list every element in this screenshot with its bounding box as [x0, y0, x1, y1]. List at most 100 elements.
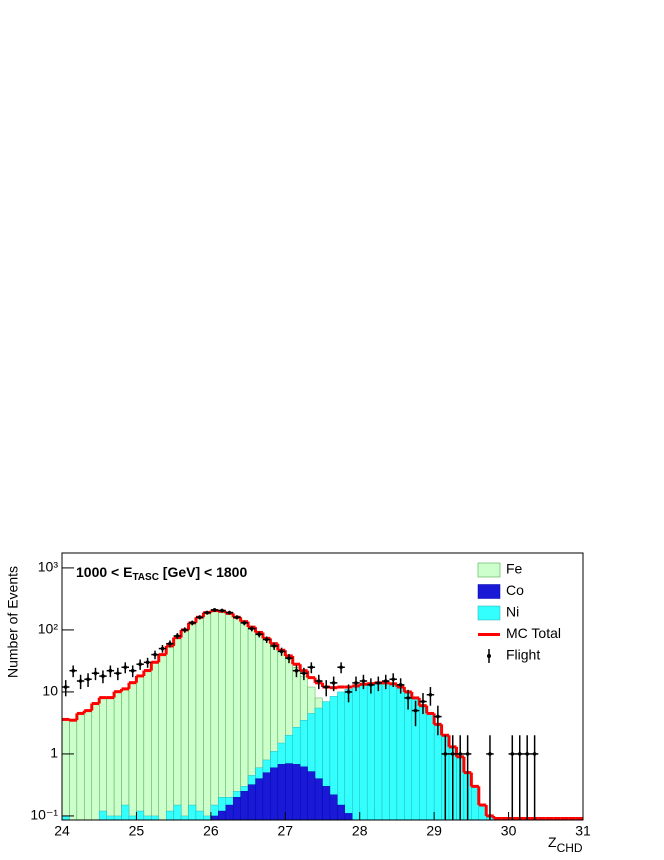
y-axis-label: Number of Events — [5, 566, 21, 678]
hist-bin — [255, 778, 264, 820]
hist-bin — [277, 764, 286, 820]
data-point — [331, 681, 336, 685]
hist-bin — [76, 713, 85, 820]
hist-bin — [165, 810, 174, 820]
hist-bin — [173, 804, 182, 820]
hist-bin — [374, 682, 383, 820]
data-point — [63, 685, 68, 689]
hist-bin — [136, 810, 145, 820]
hist-bin — [225, 804, 234, 820]
hist-bin — [307, 771, 316, 820]
hist-bin — [426, 713, 435, 820]
x-tick-label: 25 — [129, 823, 145, 839]
hist-bin — [151, 815, 159, 820]
annotation-part: 1000 < E — [76, 564, 132, 580]
annotation-sub: TASC — [132, 572, 158, 583]
hist-bin — [121, 804, 130, 820]
data-point — [525, 752, 529, 756]
data-point — [264, 637, 269, 642]
hist-bin — [165, 645, 174, 820]
data-point — [160, 646, 165, 651]
legend-swatch — [487, 654, 491, 658]
data-point — [249, 626, 254, 631]
hist-bin — [136, 675, 145, 820]
hist-bin — [419, 705, 427, 820]
hist-bin — [128, 682, 137, 820]
hist-bin — [121, 689, 130, 820]
annotation: 1000 < ETASC [GeV] < 1800 — [76, 564, 247, 583]
hist-bin — [106, 815, 115, 820]
x-tick-label: 28 — [352, 823, 368, 839]
data-point — [190, 621, 195, 625]
hist-bin — [218, 810, 226, 820]
hist-bin — [314, 778, 323, 820]
hist-bin — [84, 710, 92, 820]
hist-bin — [344, 813, 353, 820]
data-point — [309, 665, 314, 670]
hist-bin — [218, 611, 226, 820]
data-point — [383, 679, 388, 683]
x-tick-label: 27 — [277, 823, 293, 839]
hist-bin — [151, 662, 159, 820]
hist-bin — [128, 815, 137, 820]
data-point — [78, 679, 83, 683]
y-tick-label: 10⁻¹ — [30, 807, 58, 823]
data-point — [398, 683, 403, 687]
y-tick-label: 1 — [50, 745, 58, 761]
data-point — [517, 752, 522, 756]
data-point — [101, 674, 105, 678]
data-point — [242, 621, 247, 625]
data-point — [86, 677, 90, 682]
legend-label: Flight — [506, 647, 540, 663]
data-point — [294, 668, 299, 673]
x-tick-label: 29 — [426, 823, 442, 839]
hist-bin — [232, 797, 241, 820]
legend-label: MC Total — [506, 625, 561, 641]
data-point — [302, 671, 306, 676]
hist-bin — [106, 697, 115, 820]
hist-bin — [203, 815, 212, 820]
x-axis-label: ZCHD — [548, 834, 583, 855]
data-point — [130, 668, 135, 673]
data-point — [436, 714, 440, 719]
legend-swatch — [477, 584, 501, 599]
hist-bin — [299, 766, 308, 820]
data-point — [279, 649, 284, 654]
hist-bin — [91, 703, 100, 820]
hist-bin — [262, 772, 271, 820]
data-point — [197, 615, 202, 620]
hist-bin — [396, 686, 405, 820]
hist-bin — [195, 810, 204, 820]
legend-swatch — [477, 605, 501, 621]
hist-bin — [113, 815, 122, 820]
y-tick-label: 10² — [38, 621, 59, 637]
data-point — [510, 752, 515, 756]
data-point — [175, 634, 180, 638]
data-point — [116, 671, 120, 676]
hist-bin — [404, 691, 413, 820]
hist-bin — [270, 767, 279, 820]
hist-bin — [62, 815, 70, 820]
data-point — [138, 662, 142, 667]
data-point — [227, 610, 232, 615]
data-point — [346, 690, 351, 694]
hist-bin — [285, 763, 293, 820]
data-point — [183, 628, 187, 632]
x-tick-label: 30 — [501, 823, 517, 839]
hist-bin — [158, 654, 167, 820]
data-point — [145, 660, 150, 665]
x-tick-label: 31 — [575, 823, 591, 839]
legend-swatch — [477, 562, 501, 578]
hist-bin — [99, 810, 107, 820]
hist-bin — [173, 637, 182, 820]
y-tick-label: 10³ — [38, 559, 59, 575]
data-point — [123, 665, 128, 670]
hist-bin — [203, 612, 212, 820]
data-point — [93, 671, 98, 676]
hist-bin — [225, 613, 234, 820]
plot-area — [62, 608, 583, 820]
hist-bin — [113, 691, 122, 820]
data-point — [339, 665, 343, 670]
hist-bin — [188, 804, 197, 820]
